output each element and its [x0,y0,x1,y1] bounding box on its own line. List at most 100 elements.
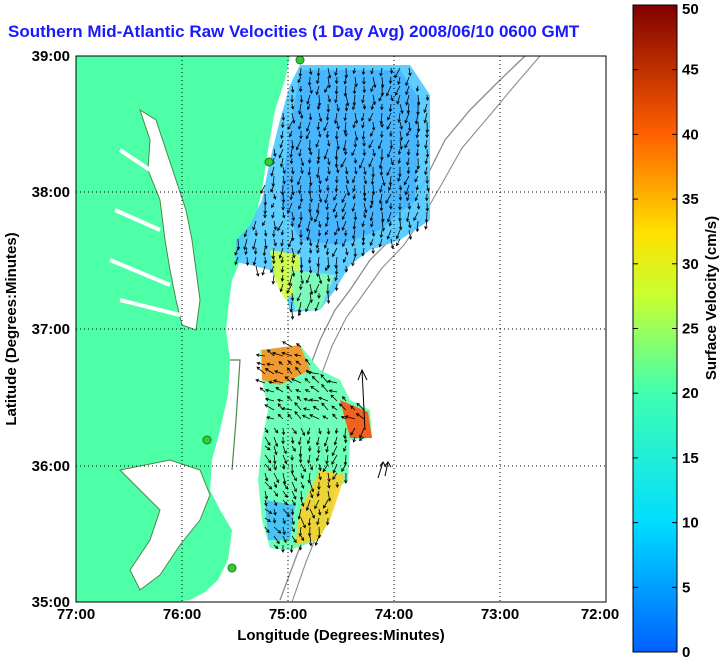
velocity-arrow [298,310,302,317]
velocity-arrow [262,247,267,257]
velocity-arrow [300,499,305,507]
velocity-arrow [267,349,275,357]
velocity-arrow [343,445,347,452]
velocity-arrow [291,490,297,500]
velocity-arrow [282,472,287,485]
velocity-arrow [281,202,285,211]
velocity-arrow [344,265,349,273]
velocity-arrow [317,229,322,237]
velocity-arrow [361,94,365,104]
velocity-arrow [389,139,394,150]
velocity-arrow [404,184,410,196]
velocity-arrow [334,157,339,168]
velocity-arrow [252,220,257,231]
velocity-arrow [399,130,403,141]
velocity-arrow [405,85,410,96]
velocity-arrow [318,175,322,185]
velocity-arrow [335,166,340,174]
velocity-arrow [352,220,357,231]
velocity-arrow [244,247,248,256]
velocity-arrow [282,445,287,455]
velocity-arrow [378,193,383,205]
velocity-arrow [273,526,282,534]
velocity-arrow [286,385,293,393]
velocity-arrow [272,256,276,265]
velocity-arrow [343,85,348,97]
velocity-arrow [333,193,338,201]
radar-station [295,55,305,65]
velocity-arrow [425,94,430,102]
velocity-arrow [289,301,293,313]
velocity-arrow [408,67,412,77]
velocity-arrow [341,193,347,203]
velocity-arrow [300,427,306,437]
velocity-arrow [394,85,401,96]
velocity-arrow [327,166,331,175]
velocity-arrow [307,157,312,164]
velocity-arrow [352,85,357,95]
velocity-slow-zone [280,70,420,245]
velocity-arrow [243,229,248,238]
radar-station [202,435,212,445]
velocity-arrow [315,202,320,214]
velocity-arrow [323,121,329,132]
velocity-arrow [353,211,358,221]
velocity-arrow [326,139,331,147]
velocity-arrow [326,427,331,435]
velocity-arrow [268,380,275,385]
velocity-arrow [416,121,421,133]
velocity-arrow [352,94,357,107]
velocity-arrow [305,499,311,512]
velocity-arrow [305,130,311,140]
velocity-arrow [388,220,393,227]
velocity-arrow [270,184,275,193]
colorbar-tick-label: 5 [682,579,690,596]
velocity-arrow [381,220,385,232]
velocity-arrow [300,535,305,542]
velocity-arrow [286,283,293,294]
velocity-arrow [398,211,402,222]
x-tick-label: 73:00 [481,606,519,623]
velocity-arrow [280,256,284,264]
velocity-arrow [378,94,383,102]
velocity-arrow [335,481,339,489]
velocity-arrow [334,211,338,219]
velocity-arrow [273,535,280,545]
velocity-arrow [334,427,339,435]
velocity-arrow [344,131,348,138]
velocity-arrow [298,202,302,210]
velocity-arrow [387,211,392,223]
velocity-arrow [378,157,383,170]
velocity-arrow [368,157,374,168]
velocity-arrow [307,76,312,87]
velocity-arrow [370,85,374,93]
velocity-arrow [344,103,349,112]
velocity-arrow [407,202,412,210]
velocity-arrow [290,220,294,228]
velocity-arrow [403,175,410,186]
velocity-arrow [280,274,285,282]
velocity-arrow [297,220,302,229]
velocity-arrow [342,256,347,263]
velocity-arrow [290,94,294,103]
velocity-arrow [415,184,420,191]
velocity-arrow [327,379,338,384]
velocity-arrow [406,130,410,137]
velocity-arrow [336,220,341,232]
velocity-arrow [324,229,329,236]
velocity-arrow [294,410,302,420]
velocity-arrow [327,157,331,166]
velocity-arrow [406,157,410,166]
radar-station [227,563,237,573]
velocity-arrow [290,292,295,302]
velocity-arrow [361,247,365,257]
velocity-arrow [306,274,311,284]
velocity-arrow [369,211,374,222]
velocity-arrow [272,454,277,465]
velocity-arrow [299,238,303,246]
velocity-arrow [415,220,420,233]
velocity-arrow [358,436,365,441]
velocity-arrow [298,103,302,115]
velocity-arrow [362,139,366,147]
velocity-arrow [295,366,302,375]
